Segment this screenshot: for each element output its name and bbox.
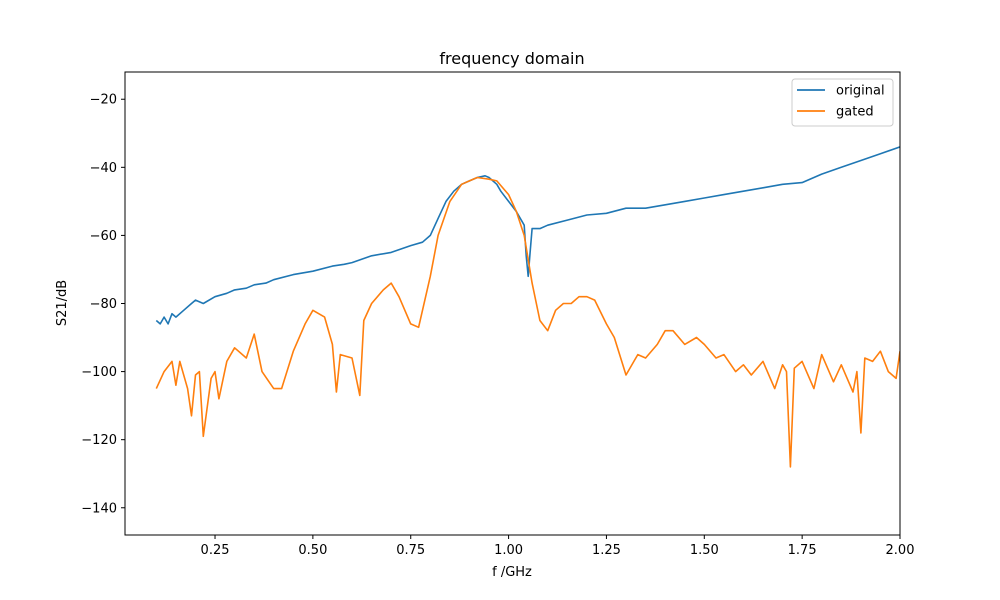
x-tick-label: 1.75: [788, 543, 817, 558]
y-tick-label: −60: [90, 229, 117, 244]
x-tick-label: 1.50: [690, 543, 719, 558]
x-tick-label: 0.50: [298, 543, 327, 558]
x-tick-label: 1.25: [592, 543, 621, 558]
x-tick-label: 0.75: [396, 543, 425, 558]
legend-label-original: original: [836, 84, 885, 99]
x-tick-label: 1.00: [494, 543, 523, 558]
series-line-original: [155, 146, 900, 325]
legend-label-gated: gated: [836, 105, 874, 120]
x-tick-label: 2.00: [886, 543, 915, 558]
series-layer: [155, 146, 900, 468]
y-tick-label: −20: [90, 93, 117, 108]
x-tick-label: 0.25: [201, 543, 230, 558]
y-tick-label: −120: [81, 433, 117, 448]
series-line-gated: [155, 176, 900, 468]
y-axis-label: S21/dB: [55, 280, 70, 326]
legend: original gated: [791, 78, 894, 127]
y-tick-label: −140: [81, 501, 117, 516]
y-axis: −20 −40 −60 −80 −100 −120 −140: [81, 93, 125, 516]
chart-title: frequency domain: [439, 49, 584, 68]
y-tick-label: −100: [81, 365, 117, 380]
x-axis-label: f /GHz: [492, 565, 532, 580]
x-axis: 0.25 0.50 0.75 1.00 1.25 1.50 1.75 2.00: [201, 535, 915, 558]
y-tick-label: −40: [90, 161, 117, 176]
y-tick-label: −80: [90, 297, 117, 312]
